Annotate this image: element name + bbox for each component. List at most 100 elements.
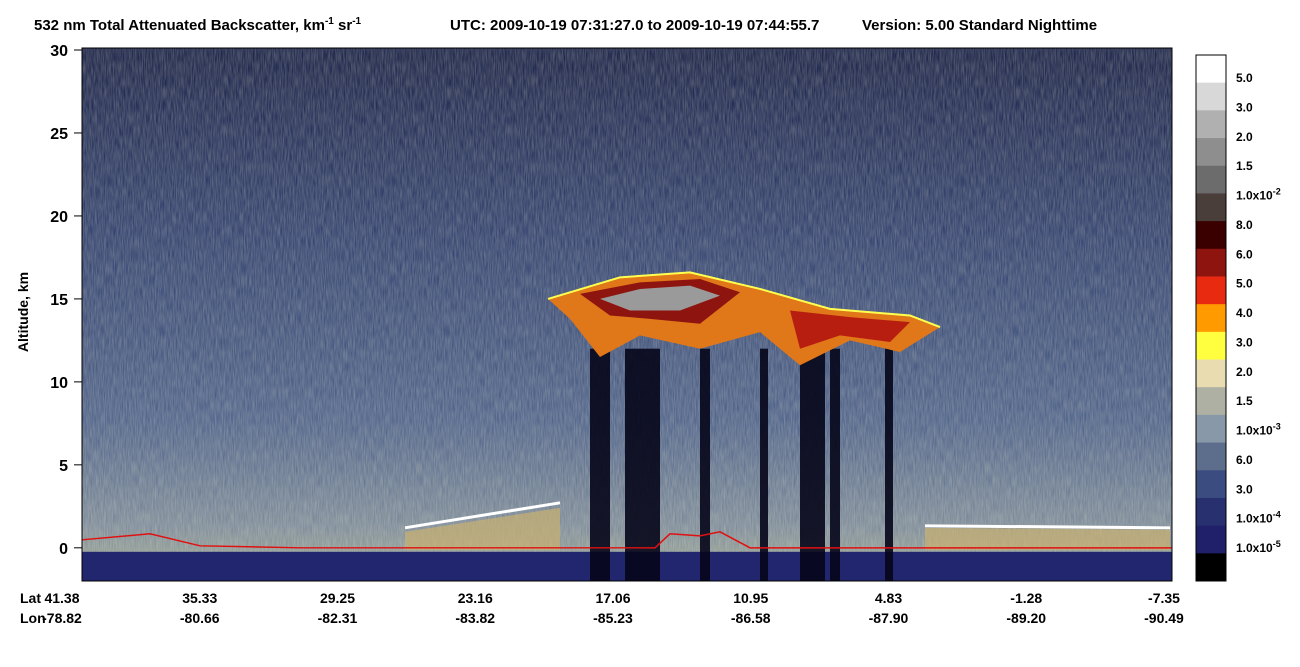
colorbar-swatch [1196,248,1226,277]
cloud [600,285,720,311]
colorbar-label: 6.0 [1236,453,1253,467]
colorbar: 5.03.02.01.51.0x10-28.06.05.04.03.02.01.… [1195,54,1281,582]
colorbar-label: 5.0 [1236,71,1253,85]
colorbar-label-text: 5.0 [1236,277,1253,291]
colorbar-label-text: 2.0 [1236,130,1253,144]
colorbar-label-exponent: -4 [1273,510,1281,520]
colorbar-label: 1.0x10-5 [1236,539,1281,555]
lat-tick-label: 41.38 [44,590,79,606]
lat-tick-label: 10.95 [733,590,768,606]
colorbar-label: 1.5 [1236,159,1253,173]
lat-tick-label: 4.83 [875,590,902,606]
colorbar-label-text: 5.0 [1236,71,1253,85]
colorbar-label: 6.0 [1236,247,1253,261]
colorbar-label-exponent: -3 [1273,422,1281,432]
lon-tick-label: -86.58 [731,610,771,626]
lon-tick-label: -89.20 [1006,610,1046,626]
axes: 0 5 10 15 20 25 30 41.38 -78.82 35.33 -80.66 29.25 -… [42,43,1184,626]
colorbar-label-text: 1.0x10 [1236,541,1273,555]
colorbar-label: 4.0 [1236,306,1253,320]
colorbar-swatch [1196,497,1226,527]
colorbar-label: 1.0x10-3 [1236,422,1281,438]
attenuated-column [885,348,893,581]
aerosol-layer [405,507,1170,550]
surface-bright [404,501,1171,530]
cloud [790,310,910,349]
colorbar-label: 3.0 [1236,100,1253,114]
cloud-edge [547,271,941,329]
attenuated-column [830,348,840,581]
attenuated-column [590,348,610,581]
lat-tick-label: 23.16 [458,590,493,606]
lon-tick-label: -90.49 [1144,610,1184,626]
y-axis-label: Altitude, km [15,272,31,352]
colorbar-label-text: 1.0x10 [1236,512,1273,526]
attenuated-column [625,348,660,581]
colorbar-label: 3.0 [1236,335,1253,349]
colorbar-label-text: 1.5 [1236,159,1253,173]
lon-label: Lon [20,610,46,626]
version: Version: 5.00 Standard Nighttime [862,17,1097,34]
surface-line [81,531,1172,549]
colorbar-label-text: 6.0 [1236,247,1253,261]
title-part: sr [334,17,353,34]
colorbar-swatch [1196,221,1226,250]
attenuated-column [700,348,710,581]
colorbar-label: 5.0 [1236,277,1253,291]
colorbar-frame [1195,54,1227,582]
colorbar-swatch [1196,553,1226,582]
y-tick-label: 20 [50,209,68,226]
title-part: 532 nm Total Attenuated Backscatter, km [34,17,325,34]
lat-tick-label: -7.35 [1148,590,1180,606]
colorbar-swatch [1196,138,1226,167]
colorbar-label: 1.0x10-4 [1236,510,1281,526]
y-tick-label: 10 [50,375,68,392]
colorbar-label-text: 3.0 [1236,335,1253,349]
y-tick-label: 0 [59,541,68,558]
colorbar-swatch [1196,276,1226,305]
colorbar-label-text: 6.0 [1236,453,1253,467]
y-tick-label: 25 [50,126,68,143]
colorbar-swatch [1196,82,1226,111]
lat-tick-label: 17.06 [595,590,630,606]
colorbar-swatch [1196,165,1226,194]
y-tick-label: 30 [50,43,68,60]
colorbar-swatch [1196,442,1226,471]
y-tick-label: 15 [50,292,68,309]
colorbar-label-text: 1.5 [1236,394,1253,408]
colorbar-swatch [1196,304,1226,333]
lon-tick-label: -80.66 [180,610,220,626]
utc-range: UTC: 2009-10-19 07:31:27.0 to 2009-10-19… [450,17,819,34]
attenuated-column [760,348,768,581]
lon-tick-label: -78.82 [42,610,82,626]
colorbar-label-exponent: -5 [1273,539,1281,549]
colorbar-swatch [1196,110,1226,139]
lon-tick-label: -82.31 [318,610,358,626]
colorbar-label: 1.0x10-2 [1236,187,1281,203]
colorbar-swatch [1196,331,1226,361]
colorbar-label-text: 3.0 [1236,482,1253,496]
plot-frame [81,47,1173,582]
colorbar-label-text: 3.0 [1236,100,1253,114]
lat-tick-label: 29.25 [320,590,355,606]
colorbar-label: 1.5 [1236,394,1253,408]
colorbar-label: 2.0 [1236,365,1253,379]
colorbar-swatch [1196,193,1226,222]
attenuated-column [800,348,825,581]
colorbar-swatch [1196,525,1226,554]
title-superscript: -1 [352,16,361,27]
colorbar-label-text: 1.0x10 [1236,424,1273,438]
chart-title: 532 nm Total Attenuated Backscatter, km-… [34,16,362,34]
plot-area [81,48,1172,581]
colorbar-swatch [1196,55,1226,84]
colorbar-label-text: 2.0 [1236,365,1253,379]
colorbar-label-text: 4.0 [1236,306,1253,320]
colorbar-label: 8.0 [1236,218,1253,232]
colorbar-label: 3.0 [1236,482,1253,496]
title-superscript: -1 [325,16,334,27]
lat-tick-label: 35.33 [182,590,217,606]
colorbar-swatch [1196,359,1226,388]
colorbar-label-exponent: -2 [1273,187,1281,197]
colorbar-swatch [1196,414,1226,444]
